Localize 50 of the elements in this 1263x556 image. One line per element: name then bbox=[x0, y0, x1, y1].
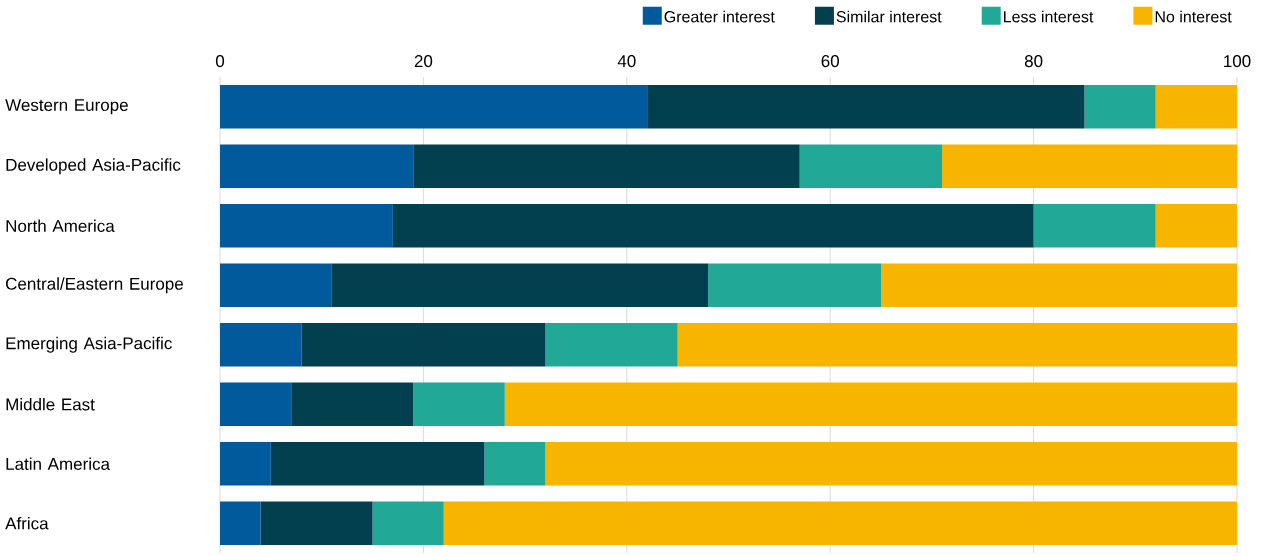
bar bbox=[942, 144, 1237, 188]
y-tick-label: Emerging Asia-Pacific bbox=[6, 336, 172, 353]
bar bbox=[220, 85, 648, 129]
bar bbox=[545, 442, 1237, 486]
y-tick-label: Developed Asia-Pacific bbox=[6, 158, 181, 175]
bar bbox=[220, 263, 332, 307]
legend-label: Less interest bbox=[1004, 10, 1094, 23]
y-tick-label: Africa bbox=[5, 517, 49, 530]
bar bbox=[220, 204, 393, 248]
y-tick-label: Middle East bbox=[6, 398, 95, 411]
bar bbox=[1084, 85, 1156, 129]
bar bbox=[220, 323, 302, 367]
bar bbox=[220, 382, 292, 426]
bar bbox=[301, 323, 546, 367]
x-tick-label: 100 bbox=[1224, 55, 1251, 68]
bar bbox=[708, 263, 882, 307]
bar bbox=[220, 144, 414, 188]
y-tick-label: Central/Eastern Europe bbox=[6, 277, 183, 294]
legend-label: Similar interest bbox=[836, 10, 942, 23]
bar bbox=[1033, 204, 1156, 248]
bar bbox=[881, 263, 1237, 307]
bar bbox=[484, 442, 546, 486]
bar bbox=[331, 263, 709, 307]
bar bbox=[647, 85, 1085, 129]
x-tick-label: 60 bbox=[821, 55, 839, 68]
bar bbox=[260, 501, 373, 545]
x-tick-label: 0 bbox=[215, 55, 225, 68]
y-tick-label: Latin America bbox=[6, 457, 111, 470]
bar bbox=[372, 501, 444, 545]
y-tick-label: North America bbox=[6, 219, 115, 232]
bar bbox=[443, 501, 1237, 545]
bar bbox=[799, 144, 943, 188]
bar bbox=[270, 442, 485, 486]
x-tick-label: 20 bbox=[414, 55, 433, 68]
x-tick-label: 40 bbox=[617, 55, 636, 68]
legend-label: Greater interest bbox=[664, 10, 775, 23]
bar bbox=[1155, 85, 1237, 129]
x-tick-label: 80 bbox=[1024, 55, 1043, 68]
bar bbox=[220, 501, 261, 545]
legend-label: No interest bbox=[1155, 10, 1232, 23]
y-tick-label: Western Europe bbox=[5, 99, 128, 115]
bar bbox=[291, 382, 414, 426]
bar bbox=[1155, 204, 1237, 248]
bar bbox=[392, 204, 1034, 248]
bar bbox=[413, 144, 800, 188]
bar bbox=[504, 382, 1237, 426]
bar bbox=[545, 323, 678, 367]
bar bbox=[220, 442, 271, 486]
bar bbox=[677, 323, 1237, 367]
bar bbox=[413, 382, 505, 426]
